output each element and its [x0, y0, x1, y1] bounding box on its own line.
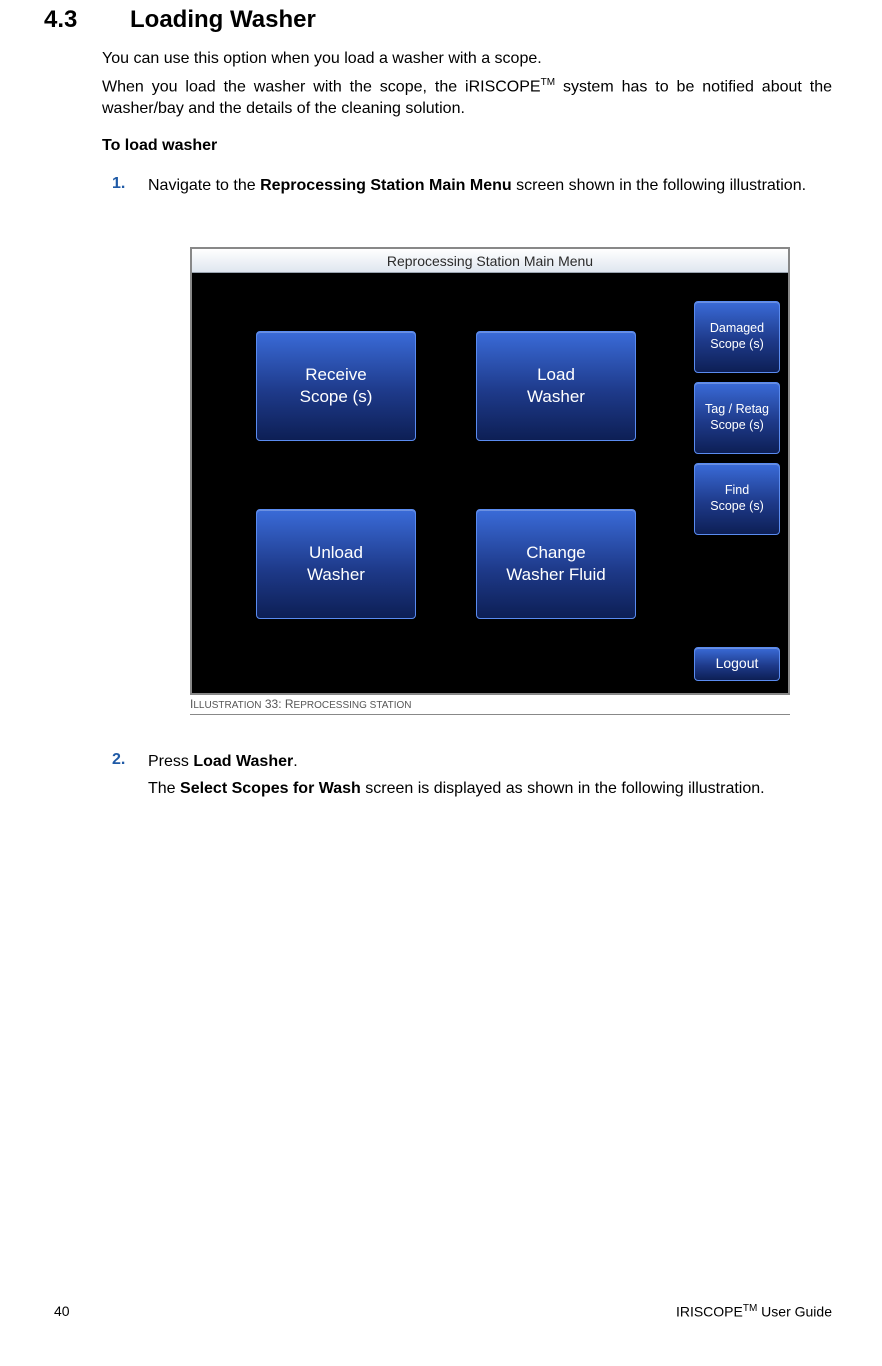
procedure-heading: To load washer — [102, 137, 832, 155]
damaged-scopes-button[interactable]: Damaged Scope (s) — [694, 301, 780, 373]
receive-scopes-button[interactable]: Receive Scope (s) — [256, 331, 416, 441]
page-footer: 40 IRISCOPETM User Guide — [54, 1303, 832, 1320]
step-2-number: 2. — [112, 751, 148, 800]
section-heading: 4.3Loading Washer — [44, 6, 832, 34]
step-1: 1. Navigate to the Reprocessing Station … — [112, 175, 832, 197]
find-scopes-button[interactable]: Find Scope (s) — [694, 463, 780, 535]
step-2: 2. Press Load Washer. The Select Scopes … — [112, 751, 832, 800]
step-2-sub-b: screen is displayed as shown in the foll… — [361, 780, 765, 797]
step-1-text-bold: Reprocessing Station Main Menu — [260, 177, 512, 194]
page-number: 40 — [54, 1303, 70, 1320]
caption-rest: EPROCESSING STATION — [294, 700, 412, 711]
logout-button[interactable]: Logout — [694, 647, 780, 681]
page: 4.3Loading Washer You can use this optio… — [0, 6, 882, 1366]
caption-num: 33 — [262, 697, 279, 711]
section-title: Loading Washer — [130, 6, 316, 33]
intro-paragraph-2: When you load the washer with the scope,… — [102, 76, 832, 120]
step-2-subtext: The Select Scopes for Wash screen is dis… — [148, 778, 832, 800]
section-number: 4.3 — [44, 6, 130, 34]
footer-product: IRISCOPETM User Guide — [676, 1303, 832, 1320]
change-washer-fluid-button[interactable]: Change Washer Fluid — [476, 509, 636, 619]
trademark-icon: TM — [541, 77, 555, 88]
caption-sep: : R — [278, 697, 293, 711]
step-1-number: 1. — [112, 175, 148, 197]
intro-p2-a: When you load the washer with the scope,… — [102, 78, 541, 95]
load-washer-button[interactable]: Load Washer — [476, 331, 636, 441]
footer-suffix: User Guide — [757, 1304, 832, 1320]
window-titlebar: Reprocessing Station Main Menu — [192, 249, 788, 273]
trademark-icon: TM — [743, 1303, 757, 1314]
screen-body: Receive Scope (s) Load Washer Unload Was… — [192, 273, 788, 693]
step-2-b: . — [293, 753, 297, 770]
step-2-bold: Load Washer — [193, 753, 293, 770]
step-1-text-b: screen shown in the following illustrati… — [512, 177, 806, 194]
caption-ill-b: LLUSTRATION — [193, 700, 261, 711]
step-2-a: Press — [148, 753, 193, 770]
step-1-text: Navigate to the Reprocessing Station Mai… — [148, 175, 832, 197]
app-screenshot: Reprocessing Station Main Menu Receive S… — [190, 247, 790, 695]
step-2-sub-a: The — [148, 780, 180, 797]
illustration-caption: ILLUSTRATION 33: REPROCESSING STATION — [190, 695, 790, 715]
unload-washer-button[interactable]: Unload Washer — [256, 509, 416, 619]
intro-paragraph-1: You can use this option when you load a … — [102, 48, 832, 70]
step-1-text-a: Navigate to the — [148, 177, 260, 194]
step-2-line-1: Press Load Washer. — [148, 751, 832, 773]
tag-retag-scopes-button[interactable]: Tag / Retag Scope (s) — [694, 382, 780, 454]
illustration-wrapper: Reprocessing Station Main Menu Receive S… — [190, 247, 792, 715]
footer-product-name: IRISCOPE — [676, 1304, 743, 1320]
step-2-sub-bold: Select Scopes for Wash — [180, 780, 361, 797]
step-2-text: Press Load Washer. The Select Scopes for… — [148, 751, 832, 800]
